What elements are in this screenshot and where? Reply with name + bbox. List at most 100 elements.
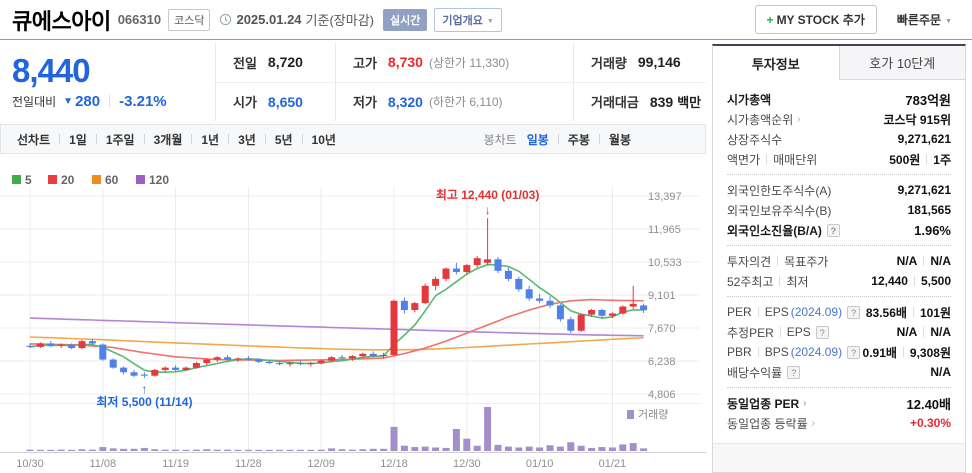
row-label: 추정PER EPS? bbox=[727, 324, 829, 341]
row-label: 투자의견 목표주가 bbox=[727, 253, 828, 270]
value-text: 1주 bbox=[933, 152, 951, 167]
row-label[interactable]: 동일업종 등락률 › bbox=[727, 415, 815, 432]
tab-월봉[interactable]: 월봉 bbox=[608, 132, 631, 147]
row-value: N/A bbox=[930, 365, 951, 379]
label-text: PBR bbox=[727, 345, 752, 359]
row-label: 외국인한도주식수(A) bbox=[727, 182, 831, 199]
quote-value: 8,650 bbox=[267, 93, 303, 110]
label-text: 매매단위 bbox=[773, 152, 818, 167]
panel-tabs: 투자정보 호가 10단계 bbox=[713, 46, 965, 80]
value-text: +0.30% bbox=[909, 416, 951, 430]
tab-separator bbox=[598, 134, 600, 144]
label-text: EPS bbox=[786, 325, 811, 339]
label-text: 52주최고 bbox=[727, 274, 774, 289]
row-label[interactable]: 시가총액순위 › bbox=[727, 111, 801, 128]
value-separator bbox=[923, 327, 925, 337]
panel-row: 외국인보유주식수(B) 181,565 bbox=[727, 200, 951, 220]
tab-1주일[interactable]: 1주일 bbox=[105, 132, 135, 147]
help-icon[interactable]: ? bbox=[815, 325, 829, 339]
tab-일봉[interactable]: 일봉 bbox=[526, 132, 549, 147]
table-row: 전일 8,720 고가 8,730 (상한가 11,330) 거래량 99,146 bbox=[215, 43, 706, 82]
row-value: 783억원 bbox=[905, 90, 951, 109]
dotted-divider bbox=[727, 174, 951, 175]
panel-row: 52주최고 최저 12,440 5,500 bbox=[727, 271, 951, 291]
row-value: 9,271,621 bbox=[898, 183, 951, 197]
value-separator bbox=[926, 154, 928, 164]
tab-5년[interactable]: 5년 bbox=[274, 132, 293, 147]
svg-text:12/30: 12/30 bbox=[453, 458, 481, 470]
chart-period-tabbar: 선차트 1일 1주일 3개월 1년 3년 5년 10년 봉차트 일봉 주봉 월봉 bbox=[0, 124, 706, 154]
link-arrow-icon: › bbox=[803, 397, 807, 409]
value-text: 500원 bbox=[889, 152, 921, 167]
label-text: 시가총액 bbox=[727, 92, 772, 107]
label-separator bbox=[757, 307, 759, 317]
value-separator bbox=[923, 256, 925, 266]
chevron-down-icon: ▼ bbox=[486, 17, 494, 25]
label-text: 동일업종 PER bbox=[727, 396, 800, 411]
help-icon[interactable]: ? bbox=[787, 365, 801, 379]
panel-row: 액면가 매매단위 500원 1주 bbox=[727, 149, 951, 169]
label-text: 외국인한도주식수(A) bbox=[727, 183, 832, 198]
quote-label: 시가 bbox=[233, 95, 257, 111]
quote-cell: 전일 8,720 bbox=[215, 43, 335, 82]
value-text: N/A bbox=[930, 325, 951, 339]
investment-info-panel: 투자정보 호가 10단계 시가총액 783억원 시가총액순위 › 코스닥 915위 상장주식… bbox=[712, 44, 966, 473]
tab-10년[interactable]: 10년 bbox=[311, 132, 336, 147]
down-triangle-icon: ▼ bbox=[63, 95, 74, 107]
tab-3개월[interactable]: 3개월 bbox=[153, 132, 183, 147]
row-label[interactable]: 동일업종 PER › bbox=[727, 395, 807, 412]
panel-row: 배당수익률? N/A bbox=[727, 362, 951, 382]
label-text: BPS bbox=[764, 345, 789, 359]
change-label: 전일대비 bbox=[12, 94, 57, 109]
panel-row: 외국인한도주식수(A) 9,271,621 bbox=[727, 180, 951, 200]
label-text: 외국인소진율(B/A) bbox=[727, 223, 822, 238]
company-overview-button[interactable]: 기업개요 ▼ bbox=[434, 7, 502, 32]
quote-date: 2025.01.24 bbox=[236, 12, 302, 27]
label-text: 투자의견 bbox=[727, 254, 772, 269]
label-text: 최저 bbox=[786, 274, 809, 289]
tab-separator bbox=[228, 134, 230, 144]
panel-row: PER EPS (2024.09)? 83.56배 101원 bbox=[727, 302, 951, 322]
add-my-stock-button[interactable]: + MY STOCK 추가 bbox=[754, 5, 877, 34]
tab-3년[interactable]: 3년 bbox=[238, 132, 256, 147]
tab-주봉[interactable]: 주봉 bbox=[567, 132, 590, 147]
tab-separator bbox=[264, 134, 266, 144]
svg-text:01/10: 01/10 bbox=[526, 458, 554, 470]
link-arrow-icon: › bbox=[797, 113, 801, 125]
quote-value: 8,720 bbox=[267, 54, 303, 71]
svg-text:20: 20 bbox=[61, 173, 75, 187]
panel-filler bbox=[713, 443, 965, 472]
tab-1년[interactable]: 1년 bbox=[201, 132, 220, 147]
row-value: 500원 1주 bbox=[889, 151, 951, 168]
help-icon[interactable]: ? bbox=[847, 305, 861, 319]
quick-order-button[interactable]: 빠른주문 ▼ bbox=[891, 10, 958, 29]
quote-cell: 시가 8,650 bbox=[215, 82, 335, 121]
svg-text:10/30: 10/30 bbox=[16, 458, 44, 470]
tab-선차트[interactable]: 선차트 bbox=[17, 132, 51, 147]
panel-row: 투자의견 목표주가 N/A N/A bbox=[727, 251, 951, 271]
tab-1일[interactable]: 1일 bbox=[69, 132, 87, 147]
help-icon[interactable]: ? bbox=[847, 345, 861, 359]
label-date: (2024.09) bbox=[790, 305, 843, 319]
svg-text:11/28: 11/28 bbox=[235, 458, 262, 470]
value-text: 9,271,621 bbox=[897, 132, 951, 146]
row-label: 배당수익률? bbox=[727, 364, 801, 381]
up-arrow-icon: ↑ bbox=[141, 382, 147, 396]
candle-tab-group: 봉차트 일봉 주봉 월봉 bbox=[484, 131, 631, 148]
panel-tab-투자정보[interactable]: 투자정보 bbox=[713, 46, 840, 80]
stock-code: 066310 bbox=[117, 12, 162, 27]
value-text: 83.56배 bbox=[865, 305, 907, 320]
row-label: PER EPS (2024.09)? bbox=[727, 305, 861, 319]
value-text: N/A bbox=[930, 365, 951, 379]
panel-tab-호가 10단계[interactable]: 호가 10단계 bbox=[839, 46, 965, 80]
realtime-badge[interactable]: 실시간 bbox=[383, 8, 428, 31]
label-separator bbox=[779, 327, 781, 337]
tab-separator bbox=[143, 134, 145, 144]
row-value: 12.40배 bbox=[907, 394, 952, 413]
tab-separator bbox=[191, 134, 193, 144]
header-actions: + MY STOCK 추가 빠른주문 ▼ bbox=[754, 5, 962, 34]
help-icon[interactable]: ? bbox=[826, 223, 840, 237]
svg-text:9,101: 9,101 bbox=[648, 290, 676, 302]
label-date: (2024.09) bbox=[790, 345, 843, 359]
svg-text:12/18: 12/18 bbox=[380, 458, 408, 470]
